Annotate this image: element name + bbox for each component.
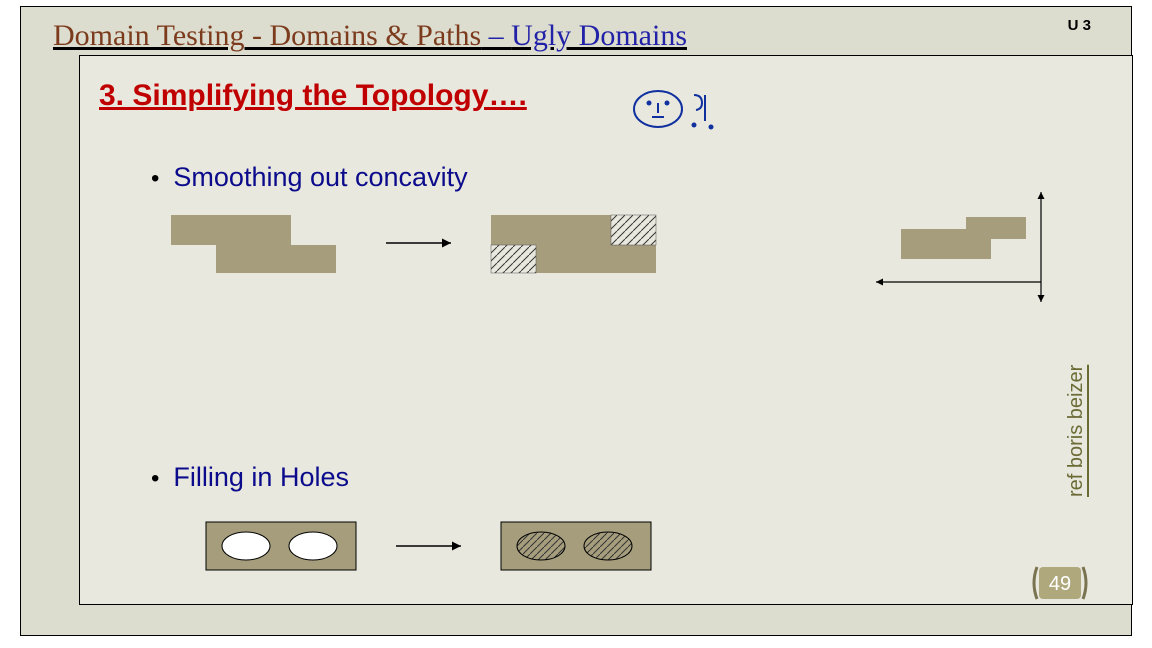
bullet-dot-icon: •	[151, 465, 173, 492]
title-sep-2: –	[481, 19, 511, 52]
title-part-1: Domain Testing	[53, 19, 245, 52]
section-title: 3. Simplifying the Topology….	[99, 79, 609, 113]
page-number-badge: 49	[1029, 563, 1091, 603]
face-doodle-icon	[631, 87, 751, 137]
smoothing-diagram	[161, 207, 721, 287]
bullet-1-text: Smoothing out concavity	[173, 162, 467, 192]
badge-shape-icon: 49	[1029, 563, 1091, 603]
page-title: Domain Testing - Domains & Paths – Ugly …	[53, 19, 687, 53]
bullet-dot-icon: •	[151, 165, 173, 192]
unit-label: U 3	[1068, 17, 1091, 34]
axes-diagram	[871, 187, 1081, 327]
bullet-1: •Smoothing out concavity	[151, 162, 468, 193]
reference-text: ref boris beizer	[1065, 257, 1095, 497]
holes-diagram	[201, 512, 721, 582]
title-part-3: Ugly Domains	[511, 19, 687, 52]
bullet-2-text: Filling in Holes	[173, 462, 349, 492]
page-number-text: 49	[1049, 573, 1071, 595]
title-part-2: Domains & Paths	[270, 19, 482, 52]
bullet-2: •Filling in Holes	[151, 462, 349, 493]
slide-outer: Domain Testing - Domains & Paths – Ugly …	[20, 6, 1132, 636]
title-sep-1: -	[245, 19, 270, 52]
